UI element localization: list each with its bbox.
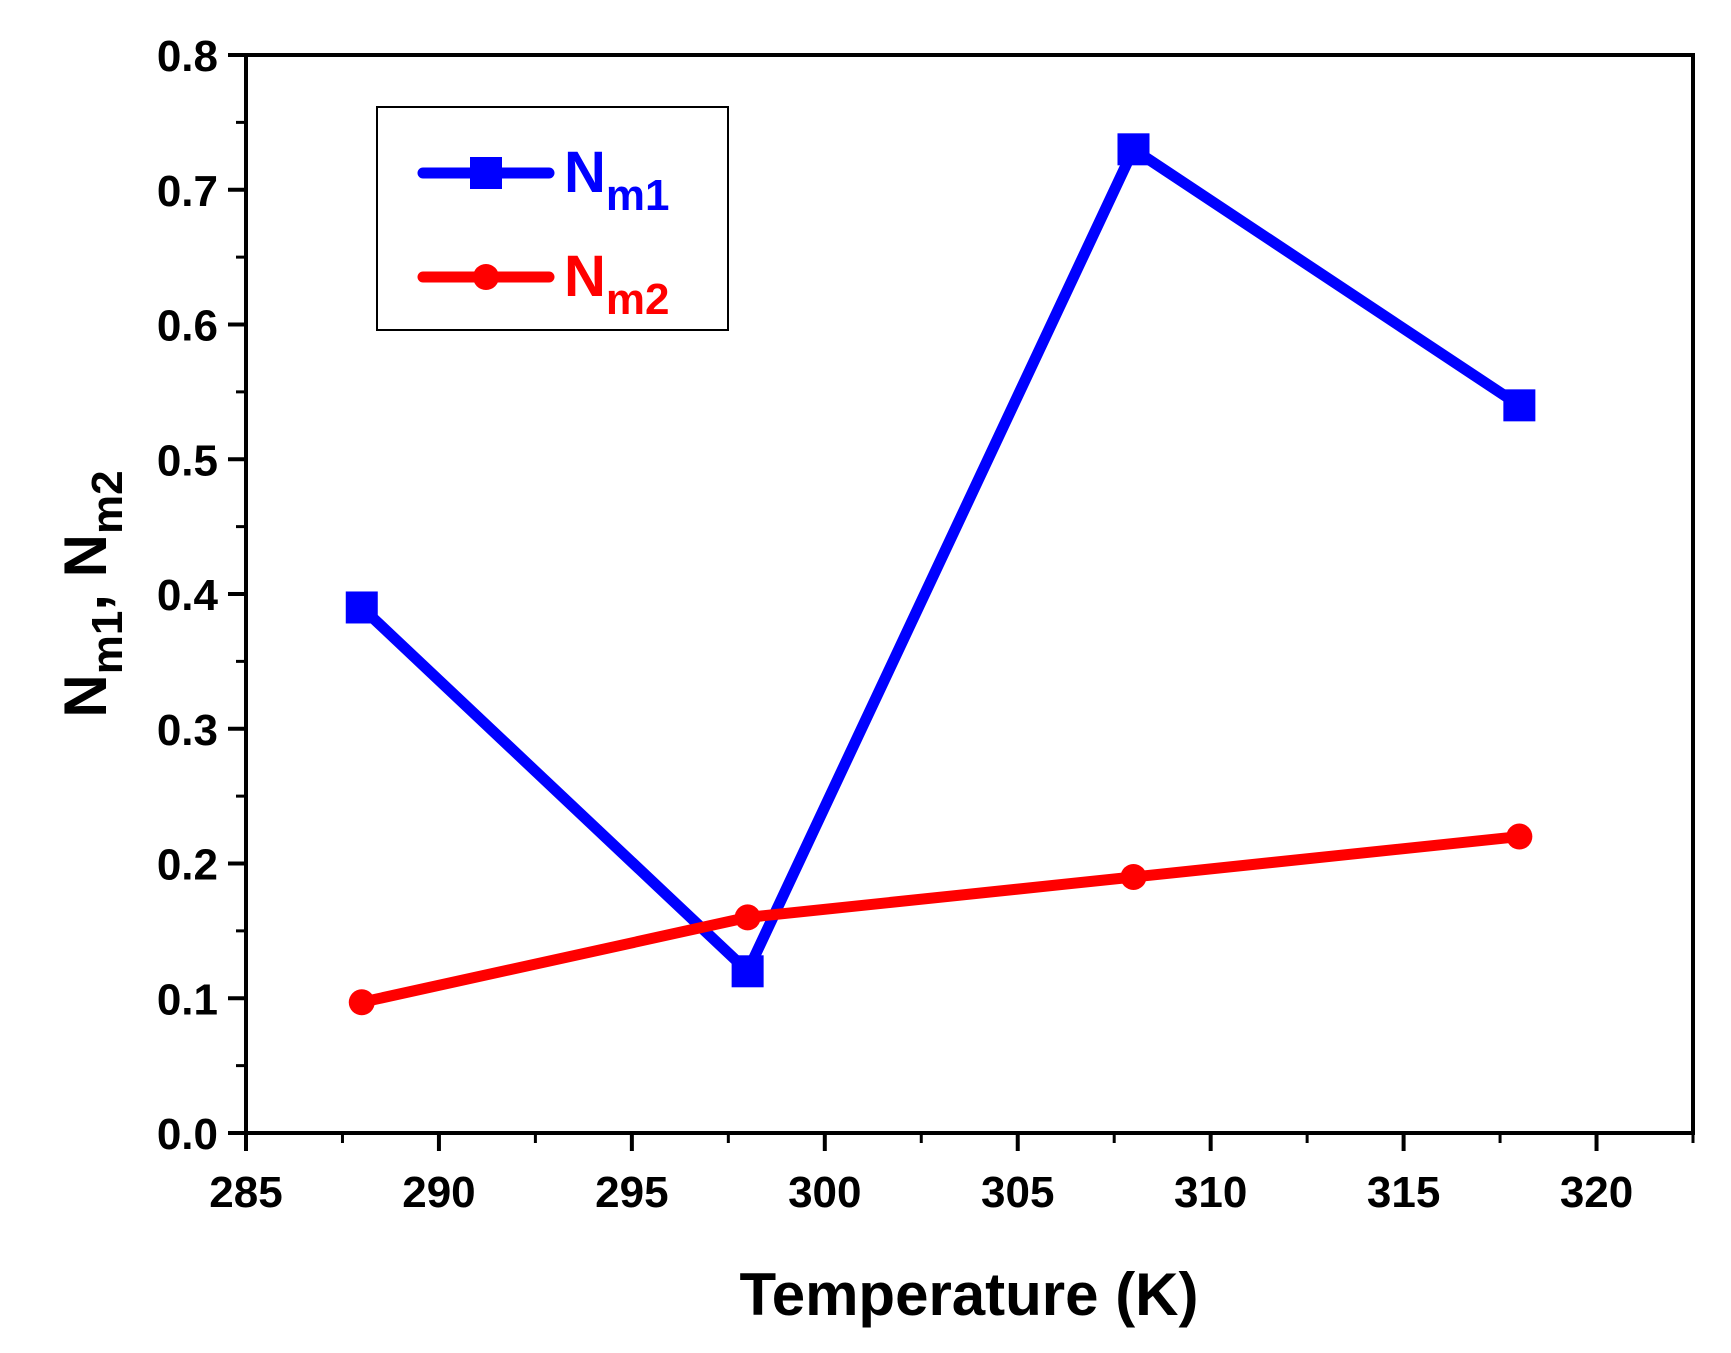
- legend-label-nm1-main: N: [564, 140, 606, 205]
- point-nm1-308: [1117, 133, 1150, 166]
- y-axis-title-sep: ,: [52, 577, 119, 610]
- legend: Nm1 Nm2: [376, 106, 729, 331]
- series-layer: [345, 133, 1536, 1016]
- y-axis-title-n2: N: [52, 534, 119, 577]
- y-tick-label-0.7: 0.7: [157, 167, 218, 216]
- legend-box: [376, 106, 729, 331]
- x-tick-label-290: 290: [402, 1168, 475, 1217]
- legend-label-nm2-main: N: [564, 244, 606, 309]
- y-tick-label-0.5: 0.5: [157, 436, 218, 485]
- x-tick-label-300: 300: [788, 1168, 861, 1217]
- point-nm1-288: [345, 591, 378, 624]
- y-tick-label-0.6: 0.6: [157, 302, 218, 351]
- y-tick-label-0.3: 0.3: [157, 706, 218, 755]
- y-tick-label-0.4: 0.4: [157, 571, 219, 620]
- y-tick-label-0.8: 0.8: [157, 32, 218, 81]
- x-axis-ticks: 285 290 295 300 305 310 315 320: [209, 1133, 1695, 1217]
- point-nm2-318: [1506, 823, 1533, 850]
- x-tick-label-295: 295: [595, 1168, 668, 1217]
- point-nm2-308: [1120, 863, 1147, 890]
- x-tick-label-305: 305: [981, 1168, 1054, 1217]
- legend-label-nm2: Nm2: [564, 244, 669, 324]
- point-nm1-298: [731, 955, 764, 988]
- legend-label-nm2-sub: m2: [606, 275, 670, 324]
- x-tick-label-310: 310: [1174, 1168, 1247, 1217]
- point-nm2-288: [348, 989, 375, 1016]
- y-tick-label-0.1: 0.1: [157, 975, 218, 1024]
- point-nm1-318: [1503, 389, 1536, 422]
- y-axis-ticks: 0.0 0.1 0.2 0.3 0.4 0.5 0.6 0.7 0.8: [157, 32, 246, 1159]
- series-line-nm2: [360, 831, 1520, 1008]
- x-tick-label-285: 285: [209, 1168, 282, 1217]
- y-axis-title-sub2: m2: [83, 470, 132, 534]
- y-tick-label-0.2: 0.2: [157, 841, 218, 890]
- x-axis-title: Temperature (K): [740, 1261, 1199, 1328]
- point-nm2-298: [734, 904, 761, 931]
- legend-label-nm1: Nm1: [564, 140, 669, 220]
- y-axis-title-sub1: m1: [83, 611, 132, 675]
- legend-label-nm1-sub: m1: [606, 171, 670, 220]
- legend-marker-nm1: [470, 157, 502, 189]
- series-line-nm1: [357, 143, 1523, 977]
- legend-marker-nm2: [473, 264, 499, 290]
- x-tick-label-315: 315: [1367, 1168, 1440, 1217]
- y-axis-title-n1: N: [52, 674, 119, 717]
- plot-frame: [244, 53, 1695, 1135]
- y-tick-label-0: 0.0: [157, 1110, 218, 1159]
- x-tick-label-320: 320: [1560, 1168, 1633, 1217]
- y-axis-title: Nm1, Nm2: [52, 470, 132, 717]
